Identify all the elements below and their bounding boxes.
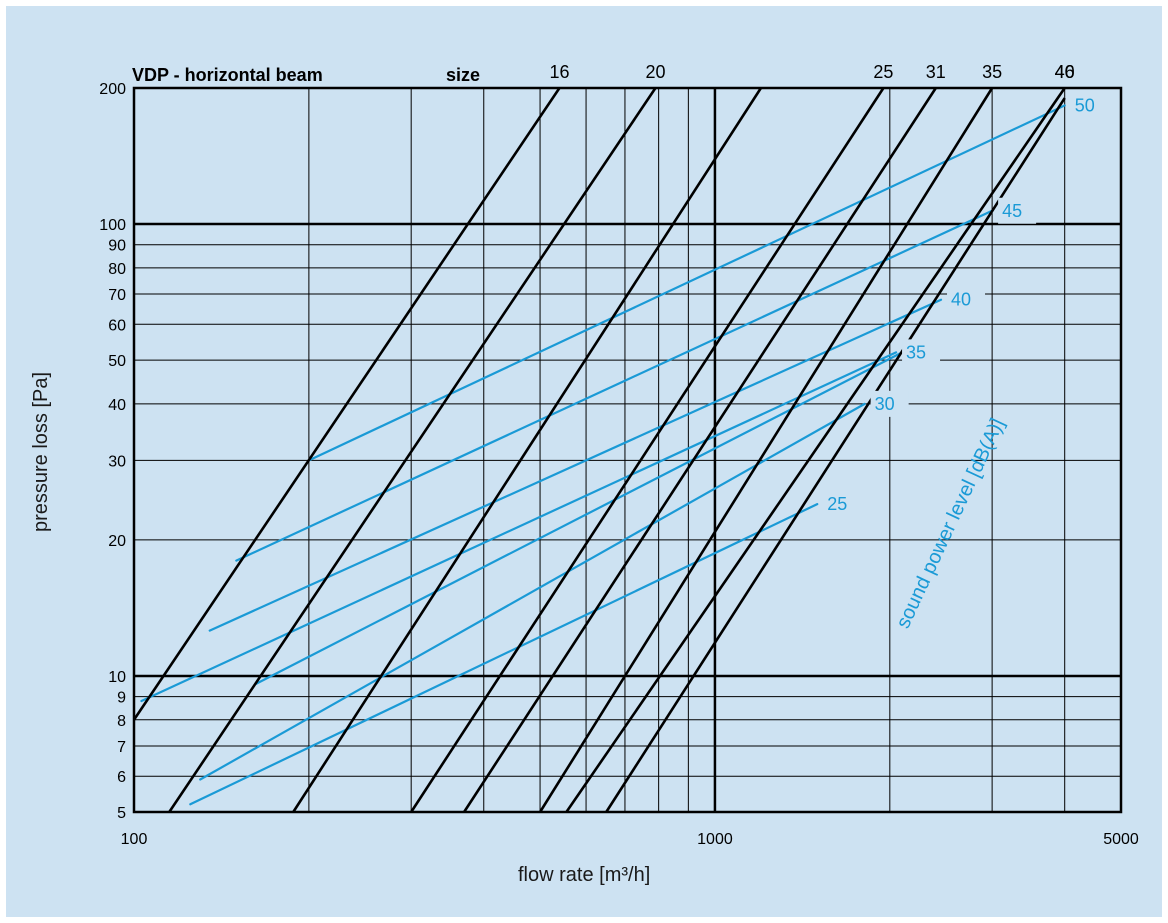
size-line	[410, 87, 885, 813]
y-tick-label: 200	[99, 81, 126, 98]
y-tick-label: 7	[117, 739, 126, 756]
size-line	[565, 87, 1066, 813]
size-label: 16	[549, 62, 569, 82]
y-tick-label: 70	[108, 287, 126, 304]
sound-level-label: 45	[1002, 201, 1022, 221]
x-tick-label: 5000	[1103, 831, 1139, 848]
size-line	[605, 97, 1066, 813]
size-line	[168, 87, 657, 813]
sound-axis-label: sound power level [dB(A)]	[892, 415, 1009, 632]
size-label: 40	[1055, 62, 1075, 82]
y-tick-label: 10	[108, 669, 126, 686]
size-label: 25	[873, 62, 893, 82]
y-tick-label: 6	[117, 769, 126, 786]
chart-svg: 100 1000 500020010090807060504030201098765…	[30, 62, 1139, 886]
size-line	[538, 87, 994, 813]
chart-background: 100 1000 5000 200 100 90 80 70 60 50 40 30 20 10 9 8 7 6 5…	[6, 6, 1162, 917]
y-tick-label: 20	[108, 533, 126, 550]
y-tick-label: 60	[108, 317, 126, 334]
size-header: size	[446, 65, 480, 85]
x-axis-label: flow rate [m³/h]	[518, 864, 650, 886]
sound-level-line	[235, 209, 994, 562]
sound-level-line	[208, 298, 943, 632]
sound-label-bg	[947, 286, 986, 313]
y-tick-label: 80	[108, 261, 126, 278]
y-tick-label: 8	[117, 713, 126, 730]
sound-level-label: 50	[1075, 95, 1095, 115]
y-tick-label: 40	[108, 397, 126, 414]
sound-level-line	[140, 351, 898, 703]
size-line	[463, 87, 937, 813]
sound-level-label: 40	[951, 290, 971, 310]
y-tick-label: 100	[99, 217, 126, 234]
sound-level-label: 30	[875, 394, 895, 414]
sound-label-bg	[823, 491, 862, 518]
sound-label-bg	[998, 197, 1037, 224]
sound-level-line	[199, 402, 866, 781]
y-tick-label: 5	[117, 805, 126, 822]
size-line	[292, 87, 763, 813]
y-axis-label: pressure loss [Pa]	[30, 372, 52, 532]
size-label: 20	[645, 62, 665, 82]
x-tick-label: 1000	[697, 831, 733, 848]
sound-level-line	[189, 503, 819, 806]
size-label: 31	[926, 62, 946, 82]
sound-label-bg	[902, 339, 941, 366]
y-tick-label: 50	[108, 353, 126, 370]
y-tick-label: 9	[117, 690, 126, 707]
size-line	[132, 87, 561, 721]
y-tick-label: 90	[108, 238, 126, 255]
x-tick-label: 100	[121, 831, 148, 848]
y-tick-label: 30	[108, 453, 126, 470]
sound-level-label: 25	[827, 494, 847, 514]
sound-level-line	[307, 104, 1066, 462]
sound-lines-layer	[140, 104, 1066, 806]
chart-title: VDP - horizontal beam	[132, 65, 323, 85]
size-lines-layer	[132, 87, 1066, 813]
label-layer: 100 1000 500020010090807060504030201098765…	[99, 62, 1139, 848]
sound-level-line	[254, 351, 904, 686]
sound-label-bg	[1070, 92, 1109, 119]
plot-border	[132, 86, 1123, 814]
sound-label-bg	[870, 390, 909, 417]
size-label: 46	[1055, 62, 1075, 82]
size-label: 35	[982, 62, 1002, 82]
sound-level-label: 35	[906, 342, 926, 362]
